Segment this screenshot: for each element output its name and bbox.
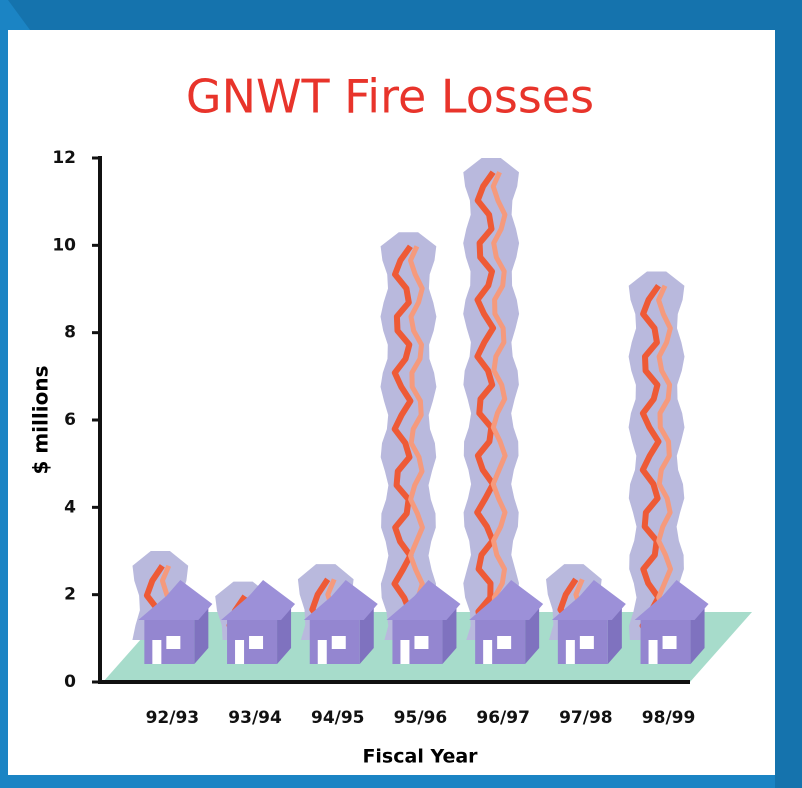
x-tick-label: 92/93 (146, 708, 200, 728)
house-window (249, 636, 263, 649)
y-tick-label: 6 (64, 410, 76, 430)
y-tick-label: 8 (64, 323, 76, 343)
house-door (483, 640, 492, 664)
x-tick-label: 97/98 (559, 708, 613, 728)
house-window (332, 636, 346, 649)
x-tick-label: 96/97 (476, 708, 530, 728)
house-door (649, 640, 658, 664)
x-tick-label: 98/99 (642, 708, 696, 728)
house-door (235, 640, 244, 664)
y-axis-title: $ millions (29, 365, 53, 474)
x-tick-label: 93/94 (228, 708, 282, 728)
x-axis-title: Fiscal Year (362, 746, 478, 768)
x-tick-label: 95/96 (394, 708, 448, 728)
y-tick-label: 10 (52, 235, 76, 255)
house-window (497, 636, 511, 649)
house-door (318, 640, 327, 664)
y-tick-label: 12 (52, 148, 76, 168)
x-tick-label: 94/95 (311, 708, 365, 728)
y-tick-label: 0 (64, 672, 76, 692)
house-window (414, 636, 428, 649)
y-tick-label: 4 (64, 497, 76, 517)
house-window (663, 636, 677, 649)
house-window (580, 636, 594, 649)
house-door (400, 640, 409, 664)
page: GNWT Fire Losses $ millions Fiscal Year … (0, 0, 802, 788)
chart: GNWT Fire Losses $ millions Fiscal Year … (0, 0, 802, 788)
house-door (152, 640, 161, 664)
chart-title: GNWT Fire Losses (186, 70, 594, 124)
y-tick-label: 2 (64, 585, 76, 605)
house-door (566, 640, 575, 664)
house-window (166, 636, 180, 649)
